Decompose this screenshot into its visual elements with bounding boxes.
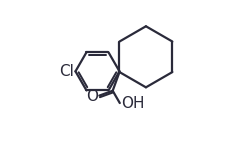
Text: OH: OH: [121, 96, 144, 111]
Text: O: O: [86, 89, 98, 104]
Text: Cl: Cl: [60, 64, 74, 79]
